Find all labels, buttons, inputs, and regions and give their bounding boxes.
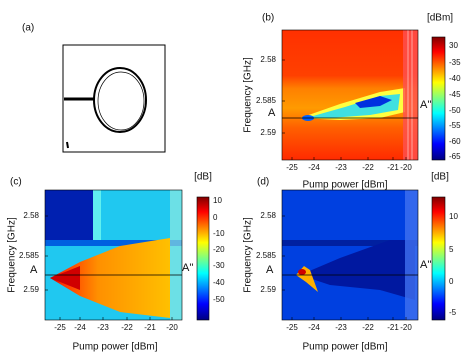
colorbar-frame [431, 196, 446, 321]
x-tick-label: -21 [387, 323, 399, 332]
x-tick-label: -22 [362, 163, 374, 172]
x-tick-label: -25 [54, 323, 66, 332]
x-tick-label: -24 [308, 163, 320, 172]
colorbar-tick-label: -30 [213, 261, 225, 270]
panel-label: (c) [10, 177, 22, 188]
y-tick-label: 2.585 [19, 251, 40, 260]
x-tick-label: -23 [335, 163, 347, 172]
x-tick-label: -20 [400, 323, 412, 332]
colorbar-tick-label: -65 [449, 152, 461, 161]
colorbar-tick-label: -5 [449, 308, 457, 317]
y-tick-label: 2.585 [256, 251, 277, 260]
x-tick-label: -23 [335, 323, 347, 332]
x-axis-label: Pump power [dBm] [72, 342, 157, 353]
y-axis-label: Frequency [GHz] [7, 217, 18, 293]
colorbar-tick-label: -35 [449, 58, 461, 67]
colorbar-tick-label: -60 [449, 137, 461, 146]
colorbar-frame [431, 36, 446, 161]
x-axis-label: Pump power [dBm] [302, 180, 387, 191]
x-tick-label: -25 [286, 163, 298, 172]
colorbar-unit: [dBm] [427, 13, 453, 24]
colorbar-tick-label: 0 [449, 277, 454, 286]
x-tick-label: -22 [362, 323, 374, 332]
marker-label: A [268, 107, 276, 119]
y-tick-label: 2.58 [260, 211, 276, 220]
panel-label: (d) [257, 177, 269, 188]
y-tick-label: 2.58 [23, 211, 39, 220]
colorbar-tick-label: -20 [213, 245, 225, 254]
plot-frame [281, 189, 419, 321]
colorbar-tick-label: -10 [213, 229, 225, 238]
colorbar-tick-label: 10 [213, 196, 222, 205]
colorbar-tick-label: -40 [449, 74, 461, 83]
panel-label: (b) [262, 13, 274, 24]
x-tick-label: -25 [286, 323, 298, 332]
panel-c-heatmap [45, 190, 209, 320]
x-tick-label: -23 [97, 323, 109, 332]
panel-b-heatmap [282, 30, 445, 160]
x-tick-label: -20 [400, 163, 412, 172]
x-tick-label: -24 [308, 323, 320, 332]
y-tick-label: 2.59 [260, 128, 276, 137]
colorbar-unit: [dB] [431, 172, 449, 183]
marker-label: A'' [420, 99, 432, 111]
marker-label: A [266, 264, 274, 276]
y-tick-label: 2.59 [23, 285, 39, 294]
colorbar-frame [196, 196, 210, 321]
y-tick-label: 2.59 [260, 285, 276, 294]
colorbar-tick-label: 5 [449, 245, 454, 254]
x-tick-label: -22 [121, 323, 133, 332]
x-tick-label: -24 [74, 323, 86, 332]
y-tick-label: 2.58 [260, 55, 276, 64]
marker-label: A'' [420, 259, 432, 271]
panel-a-image [62, 44, 166, 153]
marker-label: A'' [182, 262, 194, 274]
x-tick-label: -21 [144, 323, 156, 332]
y-axis-label: Frequency [GHz] [243, 57, 254, 133]
panel-d-heatmap [282, 190, 445, 320]
colorbar-tick-label: 10 [449, 212, 458, 221]
colorbar-tick-label: -55 [449, 121, 461, 130]
plot-frame [281, 29, 419, 161]
colorbar-tick-label: 0 [213, 213, 218, 222]
x-axis-label: Pump power [dBm] [302, 342, 387, 353]
colorbar-tick-label: -50 [213, 295, 225, 304]
colorbar-tick-label: -40 [213, 278, 225, 287]
y-axis-label: Frequency [GHz] [243, 217, 254, 293]
colorbar-tick-label: -45 [449, 90, 461, 99]
colorbar-tick-label: 30 [449, 41, 458, 50]
x-tick-label: -20 [166, 323, 178, 332]
y-tick-label: 2.585 [256, 96, 277, 105]
colorbar-tick-label: -50 [449, 106, 461, 115]
plot-frame [44, 189, 183, 321]
colorbar-unit: [dB] [194, 172, 212, 183]
x-tick-label: -21 [387, 163, 399, 172]
panel-label: (a) [22, 23, 34, 34]
marker-label: A [30, 264, 38, 276]
